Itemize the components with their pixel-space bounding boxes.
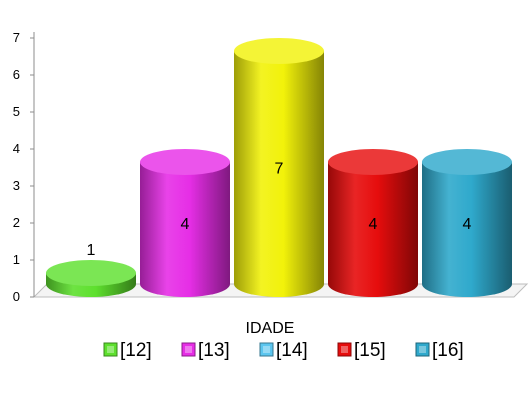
bar-top [46, 260, 136, 286]
legend-item: [16] [415, 340, 464, 361]
data-label: 4 [181, 216, 190, 233]
y-tick-label: 4 [13, 141, 20, 156]
x-axis-title: IDADE [246, 320, 295, 337]
data-label: 1 [87, 242, 96, 259]
legend-label: [12] [120, 340, 152, 361]
bar-top [328, 149, 418, 175]
legend-item: [13] [181, 340, 230, 361]
y-tick-label: 5 [13, 104, 20, 119]
y-axis: 0 1 2 3 4 5 6 7 [13, 30, 35, 304]
legend-swatch-highlight [419, 346, 426, 353]
data-label: 4 [369, 216, 378, 233]
bars [46, 38, 512, 297]
legend-item: [12] [103, 340, 152, 361]
bar-top [234, 38, 324, 64]
bar-body [140, 162, 230, 297]
bar [422, 149, 512, 297]
bar [328, 149, 418, 297]
bar-top [140, 149, 230, 175]
legend-item: [14] [259, 340, 308, 361]
y-tick-label: 2 [13, 215, 20, 230]
data-label: 7 [275, 161, 284, 178]
bar-body [328, 162, 418, 297]
legend-item: [15] [337, 340, 386, 361]
bar-top [422, 149, 512, 175]
bar [140, 149, 230, 297]
y-tick-label: 7 [13, 30, 20, 45]
legend-label: [14] [276, 340, 308, 361]
legend-swatch-highlight [263, 346, 270, 353]
y-tick-label: 1 [13, 252, 20, 267]
legend-swatch-highlight [341, 346, 348, 353]
legend-label: [16] [432, 340, 464, 361]
y-tick-label: 6 [13, 67, 20, 82]
bar [46, 260, 136, 297]
y-tick-label: 3 [13, 178, 20, 193]
bar [234, 38, 324, 297]
legend-swatch-highlight [107, 346, 114, 353]
legend-label: [13] [198, 340, 230, 361]
data-labels: 1 4 7 4 4 [87, 161, 472, 260]
legend-swatch-highlight [185, 346, 192, 353]
y-tick-label: 0 [13, 289, 20, 304]
legend: [12] [13] [14] [15] [16] [103, 340, 464, 361]
bar-body [422, 162, 512, 297]
legend-label: [15] [354, 340, 386, 361]
bar-body [234, 51, 324, 297]
data-label: 4 [463, 216, 472, 233]
